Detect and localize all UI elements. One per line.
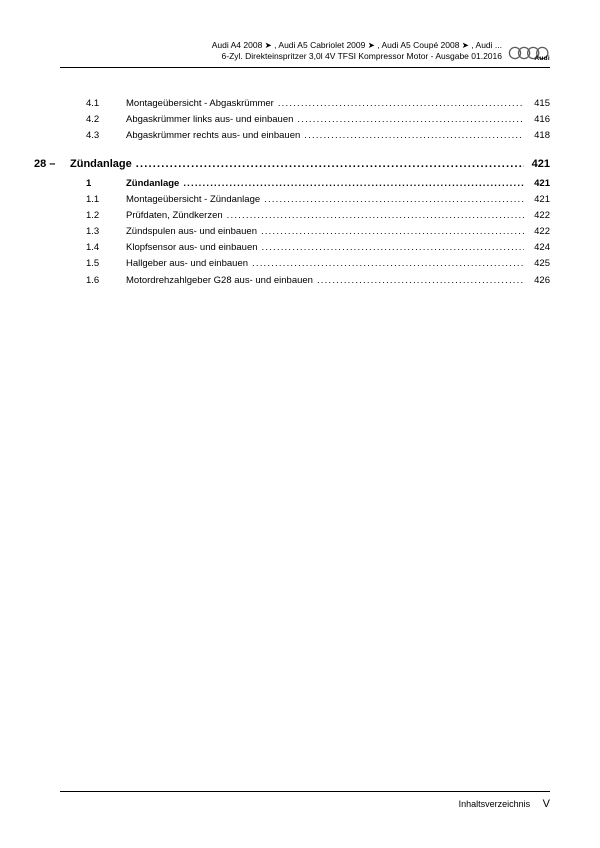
- toc-entry-number: 1.6: [86, 273, 126, 288]
- toc-leader: ........................................…: [261, 224, 524, 239]
- toc-row: 1.2Prüfdaten, Zündkerzen ...............…: [86, 208, 550, 223]
- header-line-2: 6-Zyl. Direkteinspritzer 3,0l 4V TFSI Ko…: [60, 51, 502, 62]
- toc-entry-page: 422: [524, 208, 550, 223]
- toc-leader: ........................................…: [278, 96, 524, 111]
- toc-entry-title: Montageübersicht - Zündanlage: [126, 192, 264, 207]
- toc-leader: ........................................…: [183, 176, 524, 191]
- toc-entry-title: Abgaskrümmer rechts aus- und einbauen: [126, 128, 304, 143]
- toc-row: 1.4Klopfsensor aus- und einbauen .......…: [86, 240, 550, 255]
- toc-section-row: 28 – Zündanlage ........................…: [34, 158, 550, 170]
- toc-entry-title: Motordrehzahlgeber G28 aus- und einbauen: [126, 273, 317, 288]
- toc-leader: ........................................…: [264, 192, 524, 207]
- toc-leader: ........................................…: [304, 128, 524, 143]
- toc-entry-page: 422: [524, 224, 550, 239]
- section-title: Zündanlage: [70, 158, 136, 170]
- toc-entry-title: Zündspulen aus- und einbauen: [126, 224, 261, 239]
- toc-block-items: 1Zündanlage ............................…: [86, 176, 550, 288]
- logo-label: Audi: [534, 55, 550, 62]
- toc-entry-title: Zündanlage: [126, 176, 183, 191]
- page-footer: Inhaltsverzeichnis V: [60, 791, 550, 810]
- toc-entry-number: 1: [86, 176, 126, 191]
- toc-entry-title: Montageübersicht - Abgaskrümmer: [126, 96, 278, 111]
- toc-leader: ........................................…: [227, 208, 524, 223]
- header-text: Audi A4 2008 ➤ , Audi A5 Cabriolet 2009 …: [60, 40, 550, 63]
- toc-entry-page: 421: [524, 176, 550, 191]
- toc-entry-number: 1.1: [86, 192, 126, 207]
- toc-entry-page: 424: [524, 240, 550, 255]
- toc-entry-title: Prüfdaten, Zündkerzen: [126, 208, 227, 223]
- toc-leader: ........................................…: [252, 256, 524, 271]
- toc-leader: ........................................…: [136, 158, 524, 170]
- toc-row: 4.3Abgaskrümmer rechts aus- und einbauen…: [86, 128, 550, 143]
- toc-entry-title: Abgaskrümmer links aus- und einbauen: [126, 112, 297, 127]
- toc-entry-number: 4.3: [86, 128, 126, 143]
- toc-row: 1.3Zündspulen aus- und einbauen ........…: [86, 224, 550, 239]
- document-page: Audi Audi A4 2008 ➤ , Audi A5 Cabriolet …: [0, 0, 600, 848]
- toc-entry-number: 4.2: [86, 112, 126, 127]
- toc-entry-page: 418: [524, 128, 550, 143]
- toc-row: 1.1Montageübersicht - Zündanlage .......…: [86, 192, 550, 207]
- footer-page-number: V: [543, 798, 550, 810]
- toc-leader: ........................................…: [262, 240, 524, 255]
- toc-entry-number: 1.2: [86, 208, 126, 223]
- toc-row: 1.5Hallgeber aus- und einbauen .........…: [86, 256, 550, 271]
- toc-row: 4.1Montageübersicht - Abgaskrümmer .....…: [86, 96, 550, 111]
- toc-entry-title: Hallgeber aus- und einbauen: [126, 256, 252, 271]
- toc-entry-page: 425: [524, 256, 550, 271]
- section-page: 421: [524, 158, 550, 170]
- page-header: Audi Audi A4 2008 ➤ , Audi A5 Cabriolet …: [60, 40, 550, 68]
- toc-entry-number: 4.1: [86, 96, 126, 111]
- toc-leader: ........................................…: [317, 273, 524, 288]
- footer-label: Inhaltsverzeichnis: [459, 799, 531, 809]
- toc-entry-page: 416: [524, 112, 550, 127]
- toc-entry-page: 426: [524, 273, 550, 288]
- toc-row: 4.2Abgaskrümmer links aus- und einbauen …: [86, 112, 550, 127]
- toc-entry-page: 421: [524, 192, 550, 207]
- toc-entry-number: 1.3: [86, 224, 126, 239]
- toc-entry-number: 1.5: [86, 256, 126, 271]
- toc-entry-page: 415: [524, 96, 550, 111]
- toc-row: 1Zündanlage ............................…: [86, 176, 550, 191]
- toc-entry-number: 1.4: [86, 240, 126, 255]
- toc-leader: ........................................…: [297, 112, 524, 127]
- toc-row: 1.6Motordrehzahlgeber G28 aus- und einba…: [86, 273, 550, 288]
- toc-block-pre: 4.1Montageübersicht - Abgaskrümmer .....…: [86, 96, 550, 144]
- toc-entry-title: Klopfsensor aus- und einbauen: [126, 240, 262, 255]
- section-number: 28 –: [34, 158, 70, 170]
- header-line-1: Audi A4 2008 ➤ , Audi A5 Cabriolet 2009 …: [60, 40, 502, 51]
